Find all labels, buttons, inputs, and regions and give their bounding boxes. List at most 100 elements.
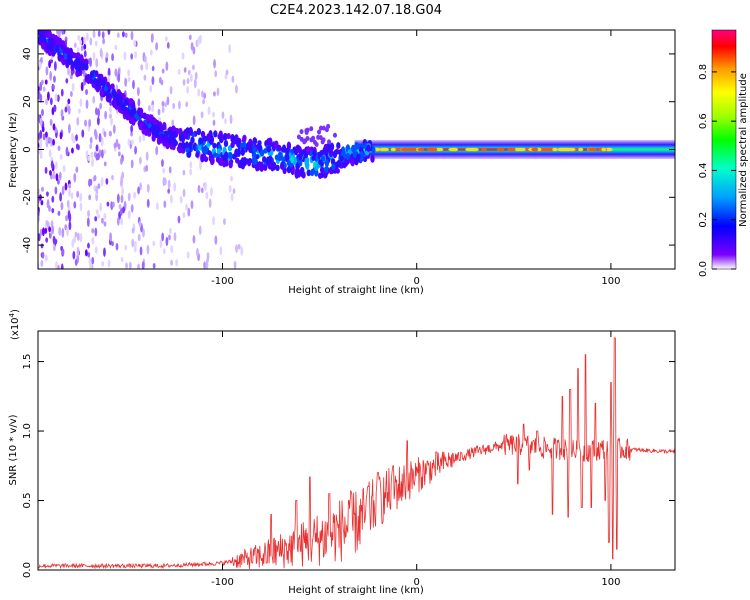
heatmap-ridge-blob xyxy=(146,130,152,137)
heatmap-noise-dot xyxy=(120,157,123,165)
heatmap-noise-dot xyxy=(103,131,107,138)
heatmap-noise-dot xyxy=(65,146,69,157)
heatmap-noise-dot xyxy=(157,108,161,116)
heatmap-noise-dot xyxy=(165,236,169,246)
heatmap-noise-dot xyxy=(178,100,181,110)
heatmap-noise-dot xyxy=(54,161,58,170)
heatmap-peak-blob xyxy=(496,147,505,152)
heatmap-noise-dot xyxy=(40,243,44,249)
heatmap-ridge-blob xyxy=(327,139,332,145)
heatmap-noise-dot xyxy=(97,152,100,161)
heatmap-noise-dot xyxy=(161,159,164,168)
heatmap-noise-dot xyxy=(161,100,165,107)
heatmap-ridge-blob xyxy=(290,166,295,176)
heatmap-noise-dot xyxy=(67,67,70,76)
heatmap-noise-dot xyxy=(165,61,169,71)
heatmap-noise-dot xyxy=(40,79,44,85)
heatmap-noise-dot xyxy=(61,185,65,196)
snr-y-ticks: 0.0 0.5 1.0 1.5 xyxy=(22,354,675,578)
heatmap-ridge-blob xyxy=(200,130,206,138)
heatmap-noise-dot xyxy=(151,104,155,110)
heatmap-noise-dot xyxy=(77,108,81,114)
heatmap-noise-dot xyxy=(155,145,159,156)
heatmap-noise-dot xyxy=(89,37,93,46)
heatmap-noise-dot xyxy=(114,44,118,51)
heatmap-noise-dot xyxy=(111,53,115,62)
heatmap-peak-blob xyxy=(552,147,558,152)
heatmap-noise-dot xyxy=(95,209,99,215)
heatmap-noise-dot xyxy=(84,249,88,257)
heatmap-noise-dot xyxy=(94,216,98,222)
heatmap-noise-dot xyxy=(44,79,48,85)
heatmap-ridge-blob xyxy=(168,137,173,143)
heatmap-noise-dot xyxy=(105,178,109,185)
heatmap-noise-dot xyxy=(224,73,228,80)
heatmap-ridge-blob xyxy=(311,135,316,141)
heatmap-noise-dot xyxy=(212,216,215,226)
heatmap-ridge-blob xyxy=(263,148,268,154)
heatmap-noise-dot xyxy=(102,38,106,45)
heatmap-noise-dot xyxy=(76,246,80,257)
heatmap-noise-dot xyxy=(237,243,241,250)
heatmap-noise-dot xyxy=(235,244,238,253)
heatmap-noise-dot xyxy=(76,117,80,126)
heatmap-noise-dot xyxy=(167,179,171,189)
heatmap-noise-dot xyxy=(45,131,48,138)
heatmap-ridge-blob xyxy=(230,141,235,149)
heatmap-noise-dot xyxy=(168,234,171,241)
heatmap-peak-blob xyxy=(568,147,576,152)
heatmap-ridge-blob xyxy=(324,127,329,133)
heatmap-ridge-blob xyxy=(228,160,233,169)
heatmap-ridge-blob xyxy=(195,152,200,158)
heatmap-noise-dot xyxy=(110,117,113,126)
heatmap-ridge-blob xyxy=(99,88,104,98)
heatmap-noise-dot xyxy=(54,93,58,102)
snr-series-line xyxy=(38,337,675,570)
heatmap-ridge-blob xyxy=(43,30,48,39)
heatmap-noise-dot xyxy=(155,202,159,210)
heatmap-noise-dot xyxy=(124,77,128,87)
heatmap-ridge-blob xyxy=(255,154,260,160)
heatmap-ridge-blob xyxy=(252,146,257,153)
heatmap-noise-dot xyxy=(139,182,142,191)
heatmap-noise-dot xyxy=(89,143,93,150)
heatmap-ridge-blob xyxy=(370,154,375,163)
heatmap-ridge-blob xyxy=(298,151,303,161)
heatmap-noise-dot xyxy=(105,52,109,59)
heatmap-noise-dot xyxy=(133,191,136,199)
heatmap-noise-dot xyxy=(162,177,166,187)
heatmap-ridge-blob xyxy=(44,42,49,51)
heatmap-ridge-blob xyxy=(296,169,302,178)
heatmap-noise-dot xyxy=(72,250,76,260)
heatmap-ridge-blob xyxy=(218,132,223,139)
heatmap-noise-dot xyxy=(114,68,118,77)
heatmap-peak-blob xyxy=(465,147,474,152)
spectrogram-panel: -100 0 100 -40 -20 0 20 40 Height of straight … xyxy=(8,29,676,296)
heatmap-ridge-blob xyxy=(155,126,160,135)
colorbar: 0.0 0.2 0.4 0.6 0.8 Normalized spectral ampl… xyxy=(698,29,749,277)
heatmap-ridge-blob xyxy=(299,129,304,135)
heatmap-ridge-blob xyxy=(153,118,158,126)
heatmap-noise-dot xyxy=(193,78,197,89)
heatmap-peak-blob xyxy=(507,147,516,152)
heatmap-ridge-blob xyxy=(213,152,218,158)
spectrogram-y-tick-label: -20 xyxy=(22,189,33,205)
colorbar-tick-label: 0.8 xyxy=(698,64,709,80)
heatmap-ridge-blob xyxy=(138,123,143,131)
heatmap-ridge-blob xyxy=(241,141,247,148)
heatmap-noise-dot xyxy=(166,42,170,49)
heatmap-noise-dot xyxy=(91,236,95,245)
heatmap-noise-dot xyxy=(91,256,95,265)
heatmap-noise-dot xyxy=(107,30,111,35)
heatmap-noise-dot xyxy=(42,86,46,92)
heatmap-ridge-blob xyxy=(75,56,81,65)
heatmap-noise-dot xyxy=(162,248,166,255)
colorbar-tick-label: 0.2 xyxy=(698,212,709,228)
heatmap-ridge-blob xyxy=(159,124,164,133)
heatmap-noise-dot xyxy=(196,247,199,257)
heatmap-noise-dot xyxy=(59,192,63,202)
heatmap-noise-dot xyxy=(161,232,165,242)
heatmap-noise-dot xyxy=(46,199,50,209)
heatmap-noise-dot xyxy=(167,188,171,194)
heatmap-noise-dot xyxy=(230,193,234,202)
